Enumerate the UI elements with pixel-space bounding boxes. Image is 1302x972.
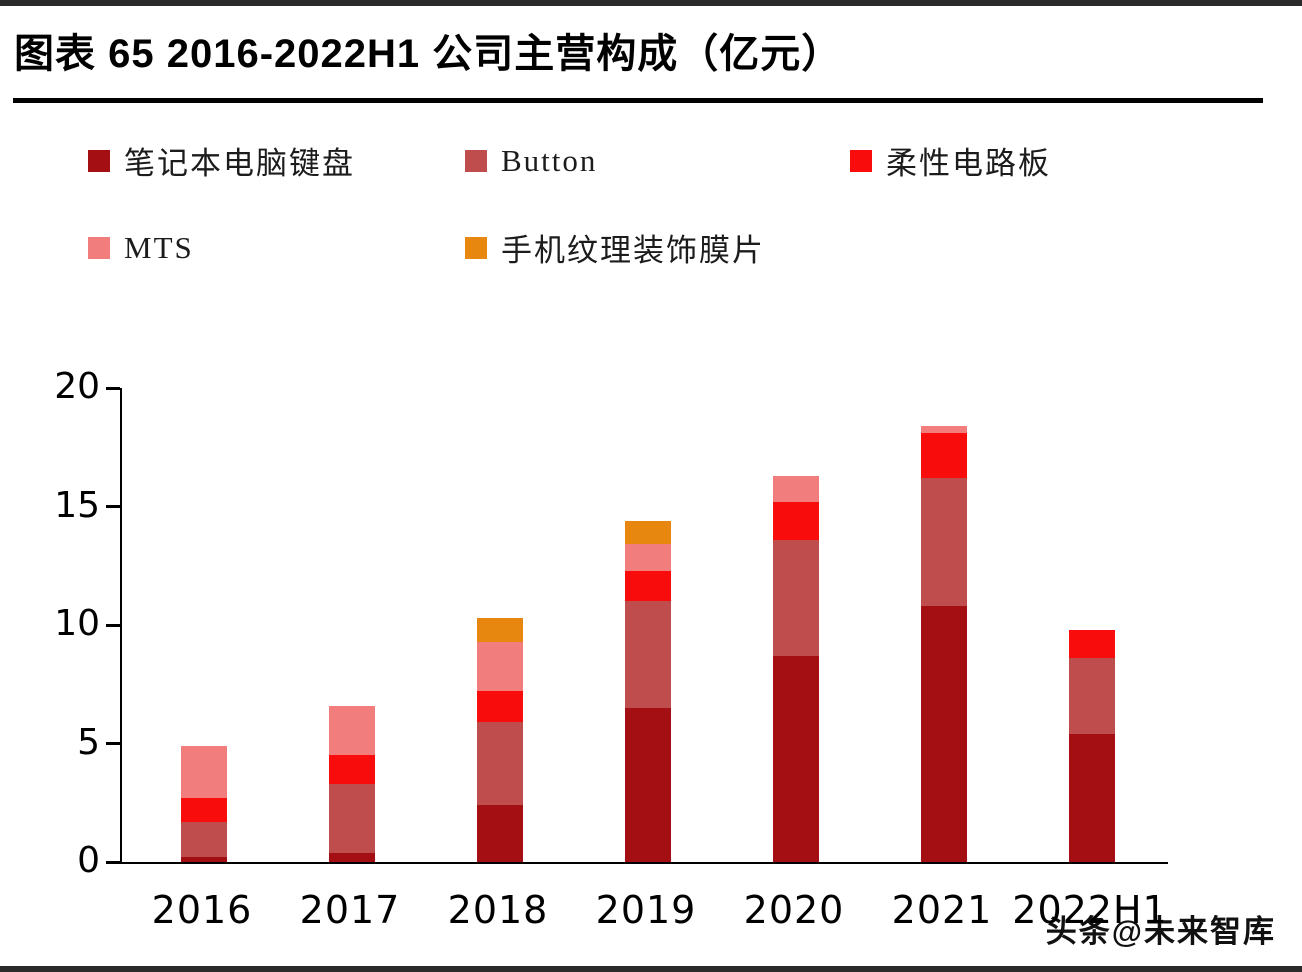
bar-segment-2017-笔记本电脑键盘 [329,852,375,862]
legend-item-柔性电路板: 柔性电路板 [850,138,1051,183]
bar-segment-2020-笔记本电脑键盘 [773,655,819,862]
bar-segment-2016-Button [181,821,227,858]
legend-item-Button: Button [465,143,850,179]
watermark: 头条@未来智库 [1045,914,1276,949]
bar-segment-2020-Button [773,539,819,656]
bar-segment-2018-手机纹理装饰膜片 [477,617,523,642]
legend-label: 手机纹理装饰膜片 [501,233,765,268]
plot-area [120,388,1168,864]
y-axis-tick-label: 10 [54,603,100,644]
title-underline [13,98,1263,103]
chart-title: 图表 65 2016-2022H1 公司主营构成（亿元） [14,32,843,76]
bar-segment-2016-柔性电路板 [181,798,227,822]
x-axis-tick-label: 2018 [447,888,549,932]
chart-legend: 笔记本电脑键盘 Button 柔性电路板 MTS 手机纹理装饰膜片 [88,138,1051,270]
x-axis-tick-label: 2020 [743,888,845,932]
bar-segment-2021-笔记本电脑键盘 [921,606,967,862]
legend-label: MTS [124,229,194,265]
y-axis-tick-label: 20 [54,366,100,407]
y-axis-tick-mark [106,505,120,508]
legend-label: 柔性电路板 [886,146,1051,181]
bar-segment-2018-笔记本电脑键盘 [477,805,523,862]
legend-label: 笔记本电脑键盘 [124,146,355,181]
bar-segment-2018-MTS [477,641,523,692]
legend-item-手机纹理装饰膜片: 手机纹理装饰膜片 [465,225,850,270]
bar-segment-2022H1-Button [1069,658,1115,735]
legend-swatch-icon [465,236,487,259]
bar-segment-2022H1-柔性电路板 [1069,629,1115,659]
legend-swatch-icon [850,149,872,172]
x-axis-tick-label: 2022H1 [1012,888,1168,932]
y-axis-tick-label: 15 [54,484,100,526]
legend-label: Button [501,142,598,178]
bar-segment-2016-笔记本电脑键盘 [181,857,227,862]
bar-segment-2020-柔性电路板 [773,501,819,540]
bar-segment-2018-Button [477,722,523,806]
bar-segment-2019-笔记本电脑键盘 [625,707,671,862]
bar-segment-2019-手机纹理装饰膜片 [625,520,671,545]
bar-segment-2021-MTS [921,425,967,434]
y-axis-tick-label: 0 [77,840,100,881]
bottom-border [0,966,1302,972]
bar-segment-2021-Button [921,478,967,607]
bar-segment-2019-Button [625,601,671,708]
y-axis-tick-mark [106,386,120,390]
legend-swatch-icon [88,236,110,259]
legend-item-笔记本电脑键盘: 笔记本电脑键盘 [88,138,465,183]
bar-segment-2020-MTS [773,475,819,502]
x-axis-tick-label: 2019 [595,888,697,932]
x-axis-tick-label: 2016 [151,888,253,932]
y-axis-tick-mark [106,623,120,627]
legend-swatch-icon [465,149,487,172]
x-axis-tick-label: 2017 [299,888,401,932]
x-axis-tick-label: 2021 [891,888,993,932]
legend-item-MTS: MTS [88,230,465,266]
legend-swatch-icon [88,149,110,172]
bar-segment-2017-柔性电路板 [329,755,375,784]
bar-segment-2017-MTS [329,705,375,756]
y-axis-tick-mark [106,860,120,864]
bar-segment-2016-MTS [181,745,227,799]
y-axis-tick-label: 5 [77,721,100,763]
bar-segment-2018-柔性电路板 [477,691,523,723]
bar-segment-2022H1-笔记本电脑键盘 [1069,734,1115,862]
y-axis-tick-mark [106,742,120,745]
top-border [0,0,1302,6]
bar-segment-2019-柔性电路板 [625,570,671,602]
bar-segment-2021-柔性电路板 [921,433,967,479]
bar-segment-2017-Button [329,783,375,853]
bar-segment-2019-MTS [625,544,671,571]
